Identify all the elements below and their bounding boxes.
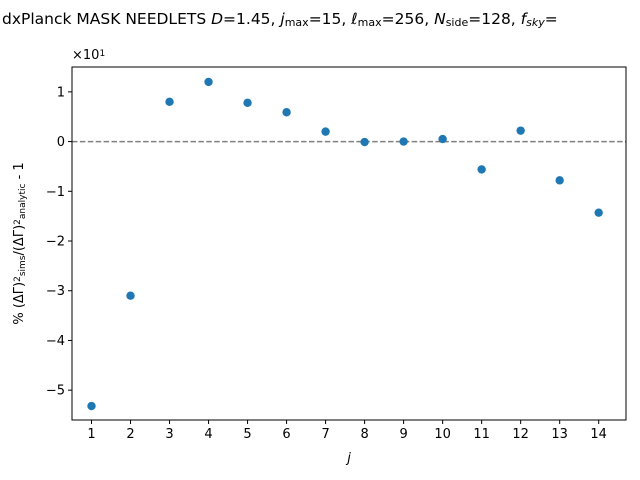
plot-frame xyxy=(71,66,627,421)
x-tick-label: 12 xyxy=(512,427,529,442)
y-tick-label: −5 xyxy=(46,384,65,399)
data-point xyxy=(204,77,213,87)
data-point xyxy=(87,401,96,411)
x-tick-label: 3 xyxy=(165,427,173,442)
x-tick-label: 9 xyxy=(399,427,407,442)
data-point xyxy=(243,98,252,107)
data-point xyxy=(165,97,174,107)
y-tick-label: −3 xyxy=(46,284,65,299)
y-tick-label: −1 xyxy=(46,185,65,200)
x-tick-label: 11 xyxy=(473,427,490,442)
x-tick-label: 13 xyxy=(551,427,568,442)
x-tick-label: 5 xyxy=(243,427,251,442)
y-tick-label: 1 xyxy=(57,85,65,100)
chart-title: dxPlanck MASK NEEDLETS D=1.45, jmax=15, … xyxy=(2,10,558,29)
x-tick-label: 6 xyxy=(282,427,290,442)
x-tick-label: 10 xyxy=(434,427,451,442)
y-tick-label: −2 xyxy=(46,235,65,250)
data-point xyxy=(477,165,486,174)
data-point xyxy=(594,208,603,217)
plot-area: 1 2 3 4 5 6 7 8 9 10 11 12 13 14−5−4−3−2−101 xyxy=(46,66,627,442)
data-point xyxy=(438,134,447,144)
y-axis-label: % (ΔΓ)2sims/(ΔΓ)2analytic - 1 xyxy=(12,162,28,324)
x-tick-label: 1 xyxy=(87,427,95,442)
y-axis-multiplier: ×101 xyxy=(72,48,105,63)
data-point xyxy=(126,291,135,300)
data-point xyxy=(360,137,369,147)
data-point xyxy=(399,137,408,146)
data-point xyxy=(555,176,564,185)
data-point xyxy=(321,127,330,136)
x-tick-label: 2 xyxy=(126,427,134,442)
x-tick-label: 8 xyxy=(360,427,368,442)
x-tick-label: 7 xyxy=(321,427,329,442)
x-axis-label: j xyxy=(345,451,351,466)
y-tick-label: −4 xyxy=(46,334,65,349)
y-tick-label: 0 xyxy=(57,135,65,150)
data-point xyxy=(516,126,525,135)
x-tick-label: 14 xyxy=(590,427,607,442)
x-tick-label: 4 xyxy=(204,427,212,442)
data-point xyxy=(282,108,291,117)
